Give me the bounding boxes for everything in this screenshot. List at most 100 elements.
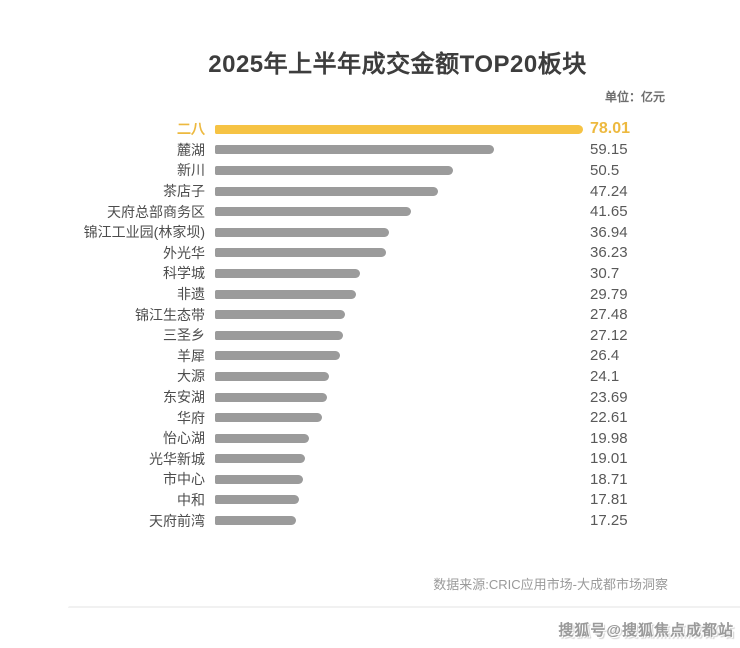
chart-row: 三圣乡 27.12 <box>0 325 740 346</box>
chart-row: 非遗 29.79 <box>0 284 740 305</box>
category-label: 二八 <box>177 121 205 138</box>
bar <box>215 413 322 423</box>
chart-row: 天府总部商务区 41.65 <box>0 201 740 222</box>
bar-track <box>205 371 590 381</box>
value-label: 22.61 <box>590 409 628 427</box>
bar <box>215 433 310 443</box>
bar-track <box>205 248 590 258</box>
value-label: 47.24 <box>590 182 628 200</box>
bar <box>215 371 329 381</box>
category-label: 三圣乡 <box>163 327 205 344</box>
chart-row: 中和 17.81 <box>0 490 740 511</box>
bar <box>215 392 327 402</box>
value-label: 17.25 <box>590 512 628 530</box>
chart-row: 茶店子 47.24 <box>0 181 740 202</box>
bar-track <box>205 433 590 443</box>
bar <box>215 268 360 278</box>
value-label: 30.7 <box>590 264 620 282</box>
chart-row: 外光华 36.23 <box>0 243 740 264</box>
bar-track <box>205 207 590 217</box>
chart-row: 新川 50.5 <box>0 160 740 181</box>
chart-row: 天府前湾 17.25 <box>0 510 740 531</box>
value-label: 27.48 <box>590 306 628 324</box>
value-label: 59.15 <box>590 141 628 159</box>
chart-row: 羊犀 26.4 <box>0 346 740 367</box>
bar-track <box>205 454 590 464</box>
value-label: 26.4 <box>590 347 620 365</box>
chart-row: 大源 24.1 <box>0 366 740 387</box>
category-label: 非遗 <box>177 286 205 303</box>
chart-row: 怡心湖 19.98 <box>0 428 740 449</box>
bar-track <box>205 330 590 340</box>
value-label: 41.65 <box>590 203 628 221</box>
category-label: 光华新城 <box>149 450 205 467</box>
value-label: 27.12 <box>590 326 628 344</box>
bar-track <box>205 124 590 134</box>
category-label: 科学城 <box>163 265 205 282</box>
category-label: 怡心湖 <box>163 430 205 447</box>
value-label: 17.81 <box>590 491 628 509</box>
category-label: 市中心 <box>163 471 205 488</box>
category-label: 羊犀 <box>177 347 205 364</box>
data-source-note: 数据来源:CRIC应用市场-大成都市场洞察 <box>433 577 668 592</box>
bar <box>215 516 297 526</box>
bar-track <box>205 145 590 155</box>
chart-row: 光华新城 19.01 <box>0 449 740 470</box>
bar-track <box>205 227 590 237</box>
bar <box>215 124 583 134</box>
bar <box>215 495 300 505</box>
bar-track <box>205 289 590 299</box>
unit-label: 单位：亿元 <box>604 90 665 104</box>
category-label: 茶店子 <box>163 183 205 200</box>
bar-track <box>205 495 590 505</box>
bar-track <box>205 268 590 278</box>
value-label: 18.71 <box>590 470 628 488</box>
category-label: 麓湖 <box>177 141 205 158</box>
value-label: 36.94 <box>590 223 628 241</box>
bar-track <box>205 165 590 175</box>
chart-row: 二八 78.01 <box>0 119 740 140</box>
value-label: 78.01 <box>590 120 631 138</box>
value-label: 36.23 <box>590 244 628 262</box>
category-label: 新川 <box>177 162 205 179</box>
bar <box>215 227 390 237</box>
value-label: 19.01 <box>590 450 628 468</box>
category-label: 中和 <box>177 491 205 508</box>
chart-row: 东安湖 23.69 <box>0 387 740 408</box>
bar-chart: 二八 78.01 麓湖 59.15 新川 50.5 茶店子 47.24 天府总部商务区 41.65… <box>0 119 740 531</box>
category-label: 天府前湾 <box>149 512 205 529</box>
bar <box>215 207 412 217</box>
chart-row: 华府 22.61 <box>0 407 740 428</box>
bar <box>215 454 305 464</box>
value-label: 29.79 <box>590 285 628 303</box>
chart-row: 锦江生态带 27.48 <box>0 304 740 325</box>
bar <box>215 165 454 175</box>
bar-track <box>205 516 590 526</box>
value-label: 24.1 <box>590 367 620 385</box>
value-label: 50.5 <box>590 161 620 179</box>
category-label: 天府总部商务区 <box>107 203 205 220</box>
page-title: 2025年上半年成交金额TOP20板块 <box>208 51 587 79</box>
bar-track <box>205 474 590 484</box>
chart-row: 麓湖 59.15 <box>0 140 740 161</box>
value-label: 23.69 <box>590 388 628 406</box>
bar-track <box>205 351 590 361</box>
category-label: 锦江生态带 <box>135 306 205 323</box>
chart-row: 科学城 30.7 <box>0 263 740 284</box>
category-label: 华府 <box>177 409 205 426</box>
bar <box>215 330 343 340</box>
bar <box>215 186 438 196</box>
bar <box>215 248 386 258</box>
category-label: 东安湖 <box>163 389 205 406</box>
bar-track <box>205 413 590 423</box>
card-bottom-divider <box>68 606 740 608</box>
bar-track <box>205 186 590 196</box>
bar-track <box>205 392 590 402</box>
bar <box>215 351 340 361</box>
category-label: 大源 <box>177 368 205 385</box>
bar-track <box>205 310 590 320</box>
value-label: 19.98 <box>590 429 628 447</box>
bar <box>215 310 345 320</box>
bar <box>215 289 356 299</box>
